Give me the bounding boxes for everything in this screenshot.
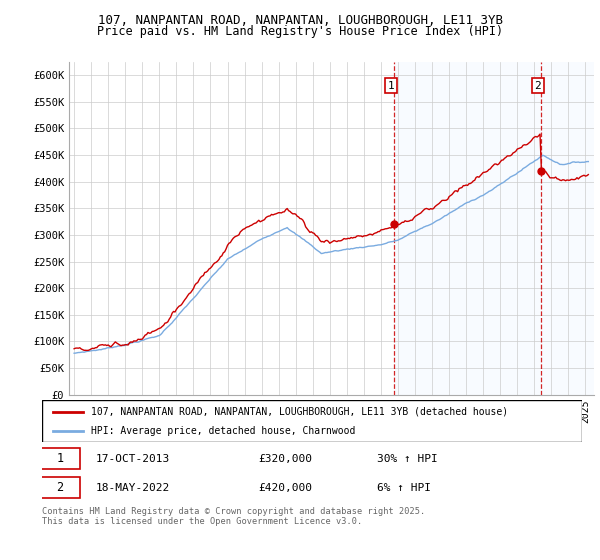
Text: 1: 1 <box>388 81 395 91</box>
Text: 6% ↑ HPI: 6% ↑ HPI <box>377 483 431 493</box>
Text: 2: 2 <box>535 81 541 91</box>
FancyBboxPatch shape <box>40 448 80 469</box>
Text: 18-MAY-2022: 18-MAY-2022 <box>96 483 170 493</box>
Text: £320,000: £320,000 <box>258 454 312 464</box>
Text: 107, NANPANTAN ROAD, NANPANTAN, LOUGHBOROUGH, LE11 3YB: 107, NANPANTAN ROAD, NANPANTAN, LOUGHBOR… <box>97 14 503 27</box>
Text: 1: 1 <box>56 452 64 465</box>
Bar <box>394 62 594 395</box>
Text: 30% ↑ HPI: 30% ↑ HPI <box>377 454 437 464</box>
Text: 17-OCT-2013: 17-OCT-2013 <box>96 454 170 464</box>
Text: 107, NANPANTAN ROAD, NANPANTAN, LOUGHBOROUGH, LE11 3YB (detached house): 107, NANPANTAN ROAD, NANPANTAN, LOUGHBOR… <box>91 407 508 417</box>
Text: Price paid vs. HM Land Registry's House Price Index (HPI): Price paid vs. HM Land Registry's House … <box>97 25 503 38</box>
Text: HPI: Average price, detached house, Charnwood: HPI: Average price, detached house, Char… <box>91 426 355 436</box>
Text: £420,000: £420,000 <box>258 483 312 493</box>
Text: Contains HM Land Registry data © Crown copyright and database right 2025.
This d: Contains HM Land Registry data © Crown c… <box>42 507 425 526</box>
FancyBboxPatch shape <box>40 477 80 498</box>
Text: 2: 2 <box>56 481 64 494</box>
